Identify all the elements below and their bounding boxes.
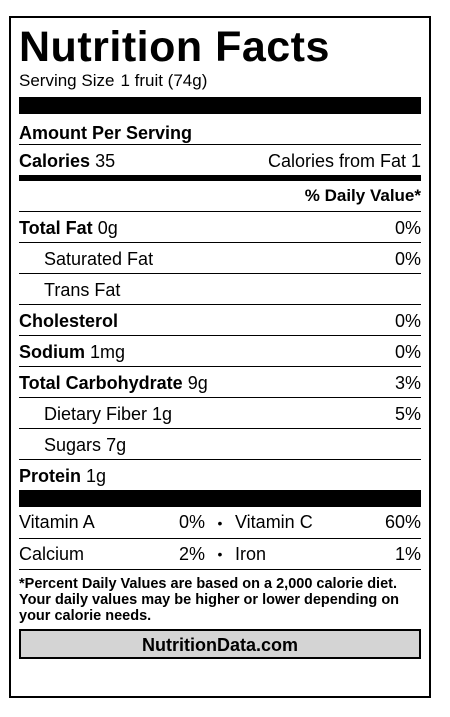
daily-value-header: % Daily Value* <box>304 186 421 205</box>
nutrient-label: Trans Fat <box>44 280 121 300</box>
nutrient-row-sugars: Sugars 7g <box>19 428 421 459</box>
nutrient-row-dietary-fiber: Dietary Fiber 1g 5% <box>19 397 421 428</box>
calories-row: Calories 35 Calories from Fat 1 <box>19 144 421 175</box>
daily-value-footnote: *Percent Daily Values are based on a 2,0… <box>19 569 421 629</box>
nutrient-dv: 0% <box>394 311 421 331</box>
calories-label: Calories <box>19 151 91 171</box>
label-title: Nutrition Facts <box>19 23 330 71</box>
vitamin-dv: 2% <box>178 543 205 564</box>
amount-per-serving: Amount Per Serving <box>19 123 193 143</box>
nutrient-amount: 9g <box>187 373 208 393</box>
bullet-separator: • <box>217 514 223 531</box>
nutrient-dv: 5% <box>394 404 421 424</box>
nutrient-amount: 0g <box>97 218 118 238</box>
nutrient-row-total-carbohydrate: Total Carbohydrate 9g 3% <box>19 366 421 397</box>
vitamin-name: Vitamin C <box>235 512 313 532</box>
nutrient-row-total-fat: Total Fat 0g 0% <box>19 211 421 242</box>
nutrient-dv: 0% <box>394 342 421 362</box>
nutrient-label: Sugars <box>44 435 102 455</box>
nutrient-label: Saturated Fat <box>44 249 154 269</box>
vitamin-name: Vitamin A <box>19 512 95 532</box>
nutrient-label: Cholesterol <box>19 311 119 331</box>
nutrition-label: Nutrition Facts Serving Size 1 fruit (74g… <box>9 16 431 698</box>
vitamin-row: Calcium 2% • Iron 1% <box>19 538 421 569</box>
nutrient-amount: 1g <box>86 466 107 486</box>
vitamin-dv: 60% <box>384 512 421 532</box>
nutrient-label: Total Fat <box>19 218 93 238</box>
vitamin-row: Vitamin A 0% • Vitamin C 60% <box>19 507 421 538</box>
vitamin-dv: 1% <box>394 543 421 564</box>
nutrient-label: Protein <box>19 466 82 486</box>
nutrient-dv: 3% <box>394 373 421 393</box>
nutrient-row-saturated-fat: Saturated Fat 0% <box>19 242 421 273</box>
nutrient-label: Total Carbohydrate <box>19 373 183 393</box>
bullet-separator: • <box>217 546 223 562</box>
vitamin-name: Iron <box>235 543 267 564</box>
nutrient-row-sodium: Sodium 1mg 0% <box>19 335 421 366</box>
vitamin-name: Calcium <box>19 543 85 564</box>
nutrient-row-cholesterol: Cholesterol 0% <box>19 304 421 335</box>
nutrient-row-protein: Protein 1g <box>19 459 421 490</box>
source-link[interactable]: NutritionData.com <box>19 629 421 659</box>
nutrient-amount: 7g <box>106 435 127 455</box>
nutrient-amount: 1g <box>152 404 173 424</box>
nutrient-label: Dietary Fiber <box>44 404 148 424</box>
serving-size: Serving Size 1 fruit (74g) <box>19 71 421 91</box>
nutrient-label: Sodium <box>19 342 85 362</box>
divider-thick-vitamins <box>19 490 421 507</box>
vitamin-dv: 0% <box>178 512 205 532</box>
nutrient-amount: 1mg <box>90 342 126 362</box>
divider-thick <box>19 97 421 114</box>
nutrient-dv: 0% <box>394 218 421 238</box>
divider-medium <box>19 175 421 181</box>
nutrient-row-trans-fat: Trans Fat <box>19 273 421 304</box>
calories-from-fat: Calories from Fat 1 <box>267 151 421 171</box>
calories-value: 35 <box>95 151 116 171</box>
nutrient-dv: 0% <box>394 249 421 269</box>
serving-size-value: 1 fruit (74g) <box>120 71 208 90</box>
serving-size-label: Serving Size <box>19 71 115 90</box>
